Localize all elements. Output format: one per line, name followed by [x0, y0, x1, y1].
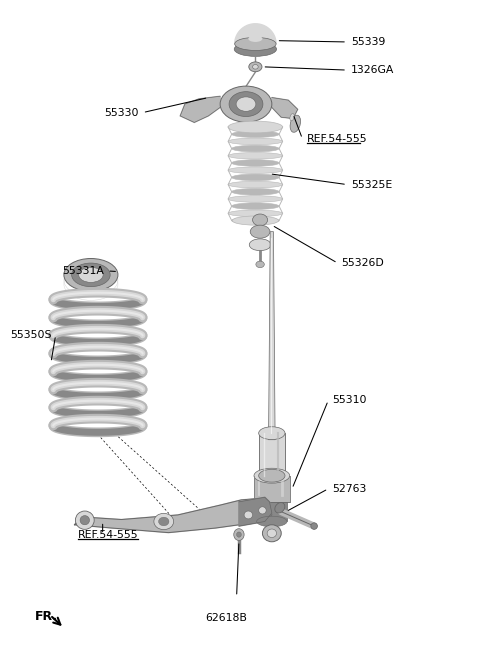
Ellipse shape: [232, 174, 279, 181]
Polygon shape: [259, 433, 285, 476]
Polygon shape: [272, 97, 298, 118]
Ellipse shape: [79, 267, 103, 283]
Ellipse shape: [229, 92, 263, 116]
Polygon shape: [268, 232, 275, 440]
Ellipse shape: [252, 64, 258, 69]
Ellipse shape: [235, 37, 276, 51]
Text: REF.54-555: REF.54-555: [307, 134, 368, 144]
Ellipse shape: [234, 42, 276, 57]
Text: 1326GA: 1326GA: [351, 65, 394, 75]
Ellipse shape: [154, 513, 174, 530]
Text: 52763: 52763: [332, 484, 366, 494]
Ellipse shape: [228, 210, 283, 217]
Ellipse shape: [263, 525, 281, 542]
Ellipse shape: [256, 261, 264, 267]
Ellipse shape: [232, 217, 279, 224]
Ellipse shape: [248, 35, 263, 42]
Ellipse shape: [220, 86, 272, 122]
Ellipse shape: [228, 138, 283, 145]
Ellipse shape: [80, 516, 89, 525]
Text: 55331A: 55331A: [62, 266, 104, 276]
Ellipse shape: [249, 62, 262, 72]
Ellipse shape: [228, 167, 283, 173]
Ellipse shape: [232, 131, 279, 137]
Ellipse shape: [232, 189, 279, 195]
Ellipse shape: [64, 258, 118, 291]
Text: 55330: 55330: [104, 108, 139, 118]
Ellipse shape: [228, 124, 283, 130]
Text: 55310: 55310: [332, 396, 367, 405]
Ellipse shape: [267, 529, 276, 537]
Ellipse shape: [236, 97, 256, 111]
Ellipse shape: [259, 507, 266, 514]
Polygon shape: [239, 497, 272, 526]
Ellipse shape: [290, 115, 300, 132]
Text: FR.: FR.: [35, 610, 58, 623]
Ellipse shape: [228, 152, 283, 159]
Ellipse shape: [228, 181, 283, 188]
Ellipse shape: [311, 523, 317, 530]
Polygon shape: [254, 476, 290, 502]
Ellipse shape: [232, 203, 279, 210]
Ellipse shape: [228, 196, 283, 202]
Text: 62618B: 62618B: [205, 613, 247, 623]
Text: 55326D: 55326D: [341, 258, 384, 268]
Ellipse shape: [259, 469, 285, 482]
Ellipse shape: [257, 516, 287, 527]
Polygon shape: [180, 97, 220, 122]
Text: 55325E: 55325E: [351, 179, 392, 190]
Ellipse shape: [290, 114, 294, 121]
Ellipse shape: [234, 529, 244, 541]
Ellipse shape: [237, 532, 241, 537]
Ellipse shape: [254, 468, 290, 483]
Ellipse shape: [228, 121, 283, 133]
Ellipse shape: [75, 511, 94, 530]
Polygon shape: [74, 499, 272, 533]
Ellipse shape: [244, 511, 252, 519]
Ellipse shape: [250, 225, 270, 238]
Text: 55350S: 55350S: [11, 330, 52, 340]
Text: REF.54-555: REF.54-555: [78, 530, 139, 539]
Text: 55339: 55339: [351, 37, 385, 47]
Ellipse shape: [232, 160, 279, 166]
Ellipse shape: [232, 145, 279, 152]
Ellipse shape: [252, 214, 268, 226]
Polygon shape: [235, 24, 276, 44]
Ellipse shape: [259, 427, 285, 440]
Ellipse shape: [232, 216, 278, 225]
Ellipse shape: [72, 263, 110, 286]
Polygon shape: [257, 502, 287, 522]
Ellipse shape: [249, 239, 271, 251]
Ellipse shape: [158, 517, 169, 526]
Ellipse shape: [275, 503, 285, 513]
